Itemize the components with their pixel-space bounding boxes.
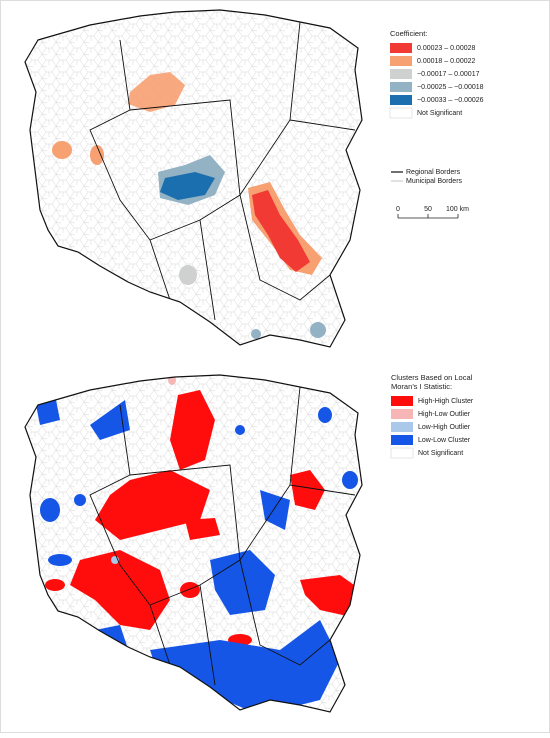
legend-label: Regional Borders: [406, 169, 461, 176]
legend-swatch: [391, 409, 413, 419]
legend-label: 0.00023 – 0.00028: [417, 45, 475, 52]
legend-label: Low-Low Cluster: [418, 437, 471, 444]
legend-label: Municipal Borders: [406, 178, 463, 185]
scale-label: 50: [424, 206, 432, 213]
legend-swatch: [390, 43, 412, 53]
legend-label: −0.00025 – −0.00018: [417, 84, 484, 91]
legend-title: Clusters Based on Local: [391, 373, 473, 382]
scale-bar: 0 50 100 km: [396, 206, 469, 219]
legend-swatch: [390, 82, 412, 92]
cluster-map: [24, 374, 363, 713]
legend-label: High-High Cluster: [418, 398, 474, 405]
legend-title: Moran’s I Statistic:: [391, 382, 452, 391]
legend-label: High-Low Outlier: [418, 411, 471, 418]
border-legend: Regional Borders Municipal Borders: [391, 169, 463, 185]
legend-swatch: [390, 69, 412, 79]
legend-swatch: [390, 56, 412, 66]
legend-swatch: [390, 95, 412, 105]
legend-label: −0.00017 – 0.00017: [417, 71, 480, 78]
legend-swatch: [390, 447, 414, 459]
legend-label: Low-High Outlier: [418, 424, 471, 431]
legend-title: Coefficient:: [390, 29, 427, 38]
legend-swatch: [391, 396, 413, 406]
coefficient-map: [24, 9, 363, 348]
legend-label: 0.00018 – 0.00022: [417, 58, 475, 65]
legend-label: Not Significant: [417, 110, 462, 117]
legend-swatch: [391, 435, 413, 445]
legend-swatch: [389, 107, 413, 119]
legend-label: −0.00033 – −0.00026: [417, 97, 484, 104]
legend-swatch: [391, 422, 413, 432]
scale-label: 0: [396, 206, 400, 213]
legend-label: Not Significant: [418, 450, 463, 457]
legends: Coefficient: 0.00023 – 0.00028 0.00018 – 0…: [389, 29, 484, 459]
scale-label: 100 km: [446, 206, 469, 213]
